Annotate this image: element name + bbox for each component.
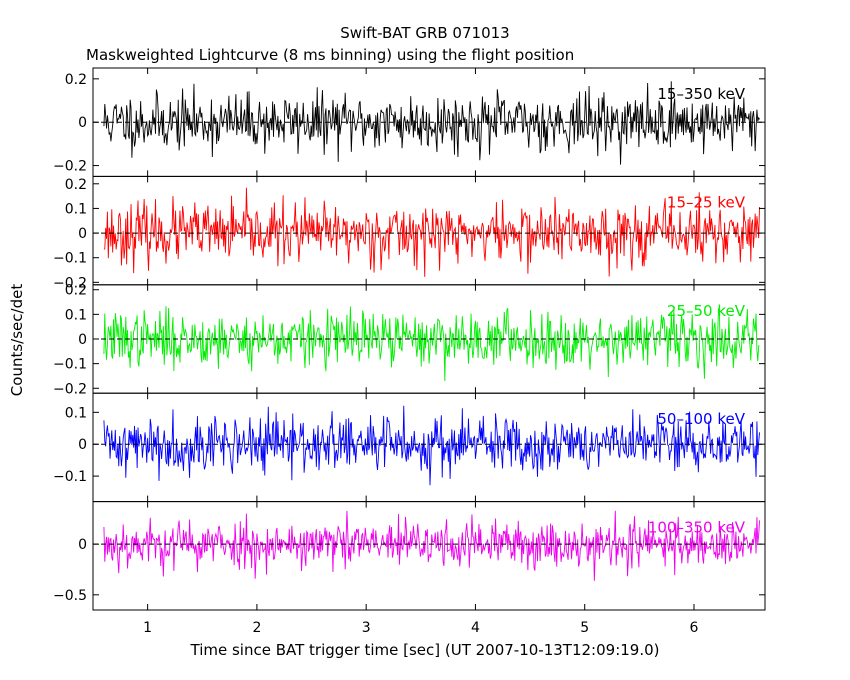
panel-15-25-kev: −0.2 −0.1 0 0.1 0.2 15–25 keV <box>53 175 766 291</box>
y-tick-label: 0.1 <box>65 405 87 421</box>
y-tick-label: 0.1 <box>65 307 87 323</box>
panels-group: −0.2 0 0.2 15–350 keV −0.2 −0.1 0 0.1 0.2 15–25 k… <box>53 67 766 636</box>
y-tick-label: −0.2 <box>53 381 87 397</box>
panel-frame <box>92 501 766 611</box>
series-line <box>103 405 760 486</box>
panel-25-50-kev: −0.2 −0.1 0 0.1 0.2 25–50 keV <box>53 283 766 397</box>
x-tick-label: 5 <box>580 620 589 636</box>
y-tick-label: 0.2 <box>65 283 87 299</box>
series-line <box>103 510 760 581</box>
y-tick-label: −0.2 <box>53 159 87 175</box>
chart-subtitle: Maskweighted Lightcurve (8 ms binning) u… <box>86 46 574 64</box>
y-tick-label: 0.2 <box>65 72 87 88</box>
y-tick-label: 0 <box>78 437 87 453</box>
panel-50-100-kev: −0.1 0 0.1 50–100 keV <box>53 392 766 503</box>
x-tick-label: 1 <box>143 620 152 636</box>
chart-title: Swift-BAT GRB 071013 <box>340 24 509 42</box>
y-tick-label: −0.1 <box>53 357 87 373</box>
x-tick-label: 6 <box>690 620 699 636</box>
x-tick-label: 2 <box>252 620 261 636</box>
panel-100-350-kev: −0.5 0 100–350 keV <box>53 501 766 611</box>
y-tick-label: 0 <box>78 537 87 553</box>
y-axis-label: Counts/sec/det <box>8 284 26 397</box>
band-label: 50–100 keV <box>657 410 745 428</box>
band-label: 25–50 keV <box>667 302 746 320</box>
band-label: 15–350 keV <box>657 85 745 103</box>
band-label: 100–350 keV <box>648 519 746 537</box>
x-axis-label: Time since BAT trigger time [sec] (UT 20… <box>190 641 660 659</box>
y-tick-label: 0 <box>78 115 87 131</box>
y-tick-label: −0.5 <box>53 588 87 604</box>
y-tick-label: 0.2 <box>65 177 87 193</box>
y-tick-label: −0.1 <box>53 469 87 485</box>
series-line <box>103 187 760 277</box>
y-tick-label: 0 <box>78 332 87 348</box>
panel-15-350-kev: −0.2 0 0.2 15–350 keV <box>53 67 766 177</box>
band-label: 15–25 keV <box>667 193 746 211</box>
x-tick-label: 3 <box>362 620 371 636</box>
y-tick-label: 0 <box>78 226 87 242</box>
x-tick-label: 4 <box>471 620 480 636</box>
series-line <box>103 81 760 165</box>
series-line <box>103 306 760 382</box>
y-tick-label: −0.1 <box>53 251 87 267</box>
y-tick-label: −0.2 <box>53 275 87 291</box>
y-tick-label: 0.1 <box>65 201 87 217</box>
